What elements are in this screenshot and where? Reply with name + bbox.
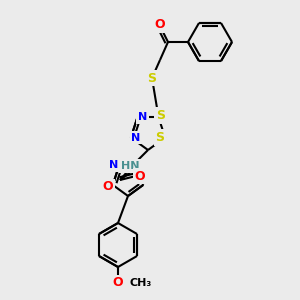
- Text: CH₃: CH₃: [129, 278, 151, 288]
- Text: O: O: [113, 277, 123, 290]
- Text: N: N: [109, 160, 118, 170]
- Text: S: S: [156, 109, 165, 122]
- Text: S: S: [156, 131, 165, 144]
- Text: O: O: [103, 180, 113, 194]
- Text: HN: HN: [121, 161, 139, 171]
- Text: O: O: [155, 19, 165, 32]
- Text: S: S: [148, 71, 157, 85]
- Text: O: O: [135, 169, 145, 182]
- Text: N: N: [131, 133, 140, 142]
- Text: N: N: [138, 112, 147, 122]
